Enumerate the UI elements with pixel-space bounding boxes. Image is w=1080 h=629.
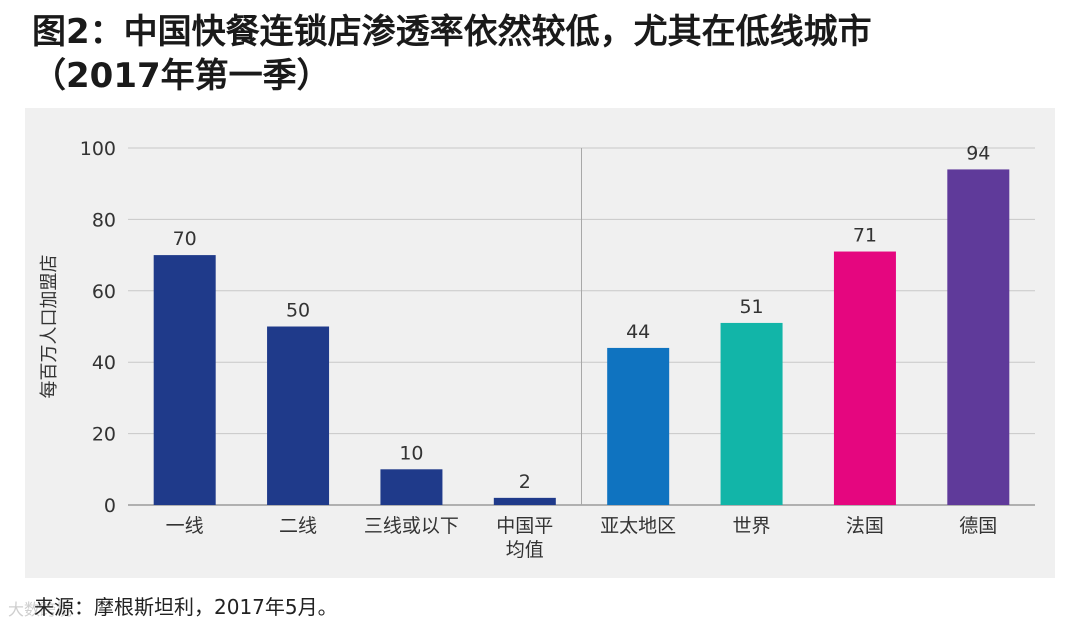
- data-label: 51: [739, 296, 763, 318]
- bar: [720, 322, 783, 505]
- y-tick-label: 100: [80, 138, 116, 160]
- x-tick-label: 中国平: [496, 515, 553, 537]
- x-tick-label: 亚太地区: [600, 515, 676, 537]
- chart-panel: 0 20 40 60 80 100 每百万人口加盟店 70 一线 50 二线 10 三线或以下 2 中国平均…: [25, 108, 1055, 578]
- source-note: 来源：摩根斯坦利，2017年5月。: [34, 595, 338, 619]
- y-tick-label: 60: [92, 281, 116, 303]
- watermark: 大数跨境: [8, 600, 73, 619]
- bar: [947, 169, 1010, 506]
- x-tick-label: 一线: [166, 515, 204, 537]
- y-tick-label: 40: [92, 352, 116, 374]
- y-tick-label: 80: [92, 209, 116, 231]
- data-label: 44: [626, 321, 650, 343]
- data-label: 71: [853, 225, 877, 247]
- y-tick-label: 20: [92, 424, 116, 446]
- y-axis-label: 每百万人口加盟店: [39, 255, 60, 399]
- bar-chart: 0 20 40 60 80 100 每百万人口加盟店 70 一线 50 二线 10 三线或以下 2 中国平均…: [39, 138, 1035, 561]
- x-tick-label: 世界: [733, 515, 771, 537]
- bar: [607, 347, 670, 505]
- data-label: 50: [286, 300, 310, 322]
- data-label: 70: [173, 228, 197, 250]
- bar: [380, 469, 443, 505]
- x-tick-label: 三线或以下: [364, 515, 459, 537]
- data-label: 10: [399, 442, 423, 464]
- title-line-2: （2017年第一季）: [32, 56, 331, 96]
- y-tick-label: 0: [104, 495, 116, 517]
- title-line-1: 图2：中国快餐连锁店渗透率依然较低，尤其在低线城市: [32, 12, 872, 52]
- bar: [267, 326, 330, 505]
- x-tick-label: 均值: [506, 539, 544, 561]
- data-label: 2: [519, 471, 531, 493]
- bar: [833, 251, 896, 505]
- bar: [493, 497, 556, 505]
- bar: [153, 255, 216, 505]
- chart-title: 图2：中国快餐连锁店渗透率依然较低，尤其在低线城市 （2017年第一季）: [32, 10, 1062, 98]
- data-label: 94: [966, 142, 990, 164]
- x-tick-label: 二线: [279, 515, 317, 537]
- x-tick-label: 法国: [846, 515, 884, 537]
- x-tick-label: 德国: [959, 515, 997, 537]
